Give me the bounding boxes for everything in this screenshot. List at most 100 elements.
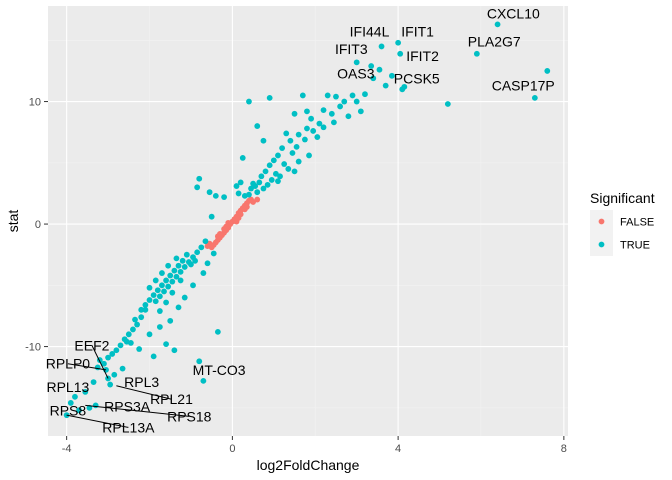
x-tick-label: -4 (62, 443, 72, 455)
y-axis-title: stat (5, 210, 21, 233)
data-point-true (289, 150, 296, 156)
annotation-label: RPS3A (104, 399, 151, 415)
data-point-true (163, 277, 169, 284)
annotation-label: PLA2G7 (468, 34, 521, 50)
annotation-label: IFIT3 (335, 41, 368, 57)
data-point-true (163, 341, 169, 348)
data-point-true (214, 328, 221, 335)
data-point-true (82, 388, 89, 395)
annotation-leader-line (67, 363, 107, 371)
data-point-false (214, 233, 221, 240)
data-point-true (204, 260, 211, 267)
data-point-true (111, 371, 118, 378)
data-point-true (165, 283, 172, 290)
data-point-true (134, 321, 140, 328)
data-point-true (179, 257, 186, 264)
data-point-true (136, 346, 143, 352)
data-point-true (376, 66, 383, 73)
data-point-true (277, 173, 283, 180)
annotation-leader-line (85, 404, 190, 417)
data-point-true (299, 92, 306, 99)
data-point-true (304, 125, 310, 132)
legend-items: FALSE TRUE (590, 210, 654, 256)
data-point-false (223, 223, 230, 230)
data-point-true (295, 131, 302, 138)
data-point-true (401, 83, 408, 90)
data-point-true (254, 123, 261, 129)
data-point-true (531, 94, 538, 101)
x-axis-ticks: -4 0 4 8 (62, 436, 567, 455)
data-point-true (188, 261, 194, 268)
data-point-true (167, 272, 174, 279)
data-point-true (310, 128, 317, 134)
data-point-true (316, 120, 323, 127)
data-point-true (337, 103, 344, 110)
data-point-true (473, 50, 480, 57)
data-point-true (287, 137, 294, 144)
annotation-label: RPS18 (167, 408, 212, 424)
data-point-true (397, 50, 404, 57)
data-point-true (210, 250, 217, 257)
annotation-label: RPL13A (102, 419, 155, 435)
data-point-true (291, 168, 298, 175)
data-point-true (254, 189, 261, 196)
data-point-true (146, 331, 153, 338)
data-point-true (113, 347, 120, 354)
annotation-label: CASP17P (492, 78, 555, 94)
data-point-true (241, 192, 248, 199)
data-point-true (171, 347, 178, 354)
data-point-true (156, 324, 163, 330)
data-point-true (152, 277, 159, 284)
data-point-true (181, 294, 188, 301)
data-point-true (308, 115, 315, 122)
data-point-true (389, 72, 395, 79)
data-point-true (275, 178, 281, 185)
data-point-true (190, 282, 196, 289)
data-point-true (173, 255, 180, 262)
y-tick-label: 0 (35, 219, 41, 231)
data-point-true (246, 98, 252, 105)
y-tick-label: -10 (25, 342, 41, 354)
data-point-true (320, 107, 327, 114)
data-point-true (105, 354, 111, 361)
data-point-true (132, 316, 138, 323)
data-point-true (198, 244, 205, 251)
data-point-true (142, 306, 149, 313)
data-point-true (324, 92, 331, 99)
data-point-true (161, 288, 167, 295)
data-point-true (175, 262, 182, 269)
data-point-true (233, 183, 240, 189)
data-point-true (368, 63, 375, 69)
data-point-true (171, 267, 178, 274)
annotation-label: RPL13 (46, 379, 89, 395)
data-point-true (194, 184, 201, 191)
data-point-true (279, 145, 286, 152)
data-point-true (154, 287, 161, 294)
annotation-leader-line (116, 385, 172, 400)
data-point-true (169, 278, 176, 285)
data-point-true (119, 365, 126, 372)
data-point-true (270, 157, 277, 164)
data-point-true (494, 21, 501, 28)
x-tick-label: 8 (561, 443, 567, 455)
data-point-true (67, 400, 74, 406)
data-point-true (260, 185, 267, 192)
data-point-true (345, 113, 352, 120)
data-point-true (196, 175, 203, 182)
data-point-true (123, 338, 130, 345)
data-point-true (208, 213, 215, 220)
data-point-true (260, 137, 267, 144)
data-point-true (221, 194, 227, 201)
x-tick-label: 0 (229, 443, 235, 455)
data-point-true (370, 75, 377, 82)
annotation-leaders (66, 345, 190, 428)
data-point-true (175, 304, 182, 311)
data-point-true (150, 353, 157, 360)
data-point-true (150, 292, 157, 299)
data-point-true (177, 268, 184, 275)
plot-panel (48, 6, 568, 436)
data-point-true (362, 91, 368, 98)
legend-label: FALSE (620, 217, 654, 229)
data-point-true (266, 162, 273, 169)
legend-title: Significant (590, 190, 655, 206)
